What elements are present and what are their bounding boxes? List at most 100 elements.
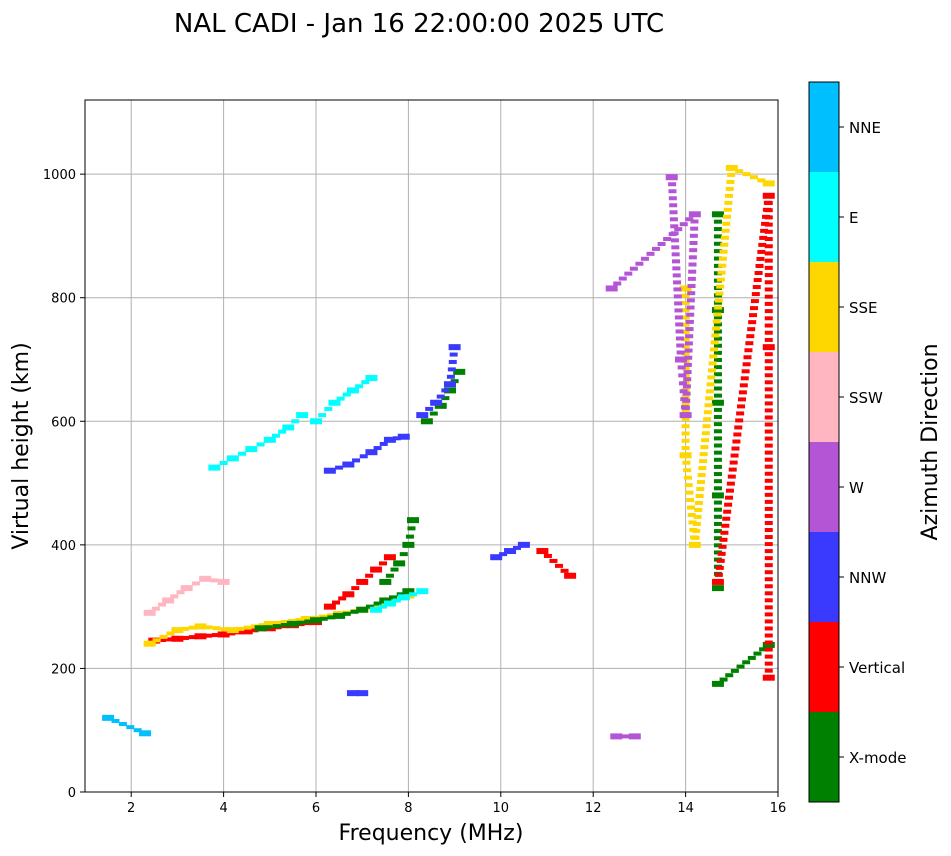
data-point xyxy=(713,379,722,384)
colorbar-label: SSE xyxy=(849,299,878,317)
data-point xyxy=(764,258,773,263)
data-point xyxy=(726,481,735,486)
data-point xyxy=(724,200,733,205)
data-point xyxy=(158,638,166,643)
data-point xyxy=(217,578,230,585)
data-point xyxy=(713,357,722,362)
data-point xyxy=(713,457,722,462)
trace-vertical xyxy=(323,554,396,610)
data-point xyxy=(721,523,730,528)
data-point xyxy=(764,394,773,399)
data-point xyxy=(725,164,738,171)
data-point xyxy=(679,389,688,394)
data-point xyxy=(764,401,773,406)
data-point xyxy=(180,585,193,592)
data-point xyxy=(685,217,694,222)
data-point xyxy=(764,352,773,357)
data-point xyxy=(713,436,722,441)
data-point xyxy=(713,450,722,455)
data-point xyxy=(238,451,247,456)
data-point xyxy=(686,505,695,510)
data-point xyxy=(764,499,773,504)
data-point xyxy=(764,478,773,483)
data-point xyxy=(713,393,722,398)
data-point xyxy=(764,380,773,385)
data-point xyxy=(764,570,773,575)
data-point xyxy=(434,402,447,409)
data-point xyxy=(764,605,773,610)
data-point xyxy=(687,276,696,281)
data-point xyxy=(688,541,701,548)
data-point xyxy=(139,730,152,737)
data-point xyxy=(764,457,773,462)
data-point xyxy=(764,244,773,249)
data-point xyxy=(713,322,722,327)
data-point xyxy=(194,623,207,630)
data-point xyxy=(683,362,692,367)
trace-w xyxy=(605,174,701,419)
data-point xyxy=(735,169,744,174)
data-point xyxy=(764,661,773,666)
data-point xyxy=(754,271,763,275)
data-point xyxy=(716,284,725,289)
colorbar-segment xyxy=(809,532,839,622)
data-point xyxy=(728,467,737,472)
data-point xyxy=(420,418,433,425)
data-point xyxy=(713,263,722,268)
data-point xyxy=(764,200,773,205)
data-point xyxy=(278,429,287,434)
data-point xyxy=(373,601,382,606)
data-point xyxy=(291,419,300,424)
data-point xyxy=(695,494,704,499)
data-point xyxy=(555,563,564,568)
data-point xyxy=(720,235,729,240)
data-point xyxy=(361,380,370,385)
data-point xyxy=(280,619,289,624)
data-point xyxy=(764,640,773,645)
data-point xyxy=(713,443,722,448)
data-point xyxy=(764,591,773,596)
colorbar-segment xyxy=(809,442,839,532)
data-point xyxy=(672,273,681,278)
data-point xyxy=(690,226,699,231)
data-point xyxy=(681,322,690,327)
data-point xyxy=(764,237,773,242)
data-point xyxy=(668,189,677,194)
data-point xyxy=(673,287,682,292)
data-point xyxy=(310,617,322,624)
data-point xyxy=(764,422,773,427)
data-point xyxy=(712,326,721,331)
data-point xyxy=(517,541,530,548)
data-point xyxy=(158,602,166,607)
grid-layer xyxy=(85,100,779,793)
data-point xyxy=(764,280,773,285)
colorbar-segment xyxy=(809,712,839,802)
data-point xyxy=(714,572,723,577)
data-point xyxy=(751,292,760,297)
data-point xyxy=(245,446,258,453)
data-point xyxy=(323,467,336,474)
data-point xyxy=(416,588,429,595)
colorbar-label: Vertical xyxy=(849,659,905,677)
data-point xyxy=(711,333,720,338)
data-point xyxy=(714,298,723,303)
data-point xyxy=(336,396,345,401)
data-point xyxy=(681,344,690,349)
data-point xyxy=(674,308,683,313)
data-point xyxy=(713,227,722,232)
data-point xyxy=(713,521,722,526)
data-point xyxy=(618,276,627,281)
data-point xyxy=(713,536,722,541)
data-point xyxy=(709,354,718,359)
data-point xyxy=(719,249,728,254)
data-point xyxy=(681,329,690,334)
data-point xyxy=(764,598,773,603)
data-point xyxy=(687,291,696,296)
data-point xyxy=(448,344,461,351)
data-point xyxy=(449,352,458,357)
data-point xyxy=(286,620,299,627)
data-point xyxy=(677,365,686,370)
data-point xyxy=(755,263,764,268)
data-point xyxy=(764,626,773,631)
data-point xyxy=(621,734,630,739)
